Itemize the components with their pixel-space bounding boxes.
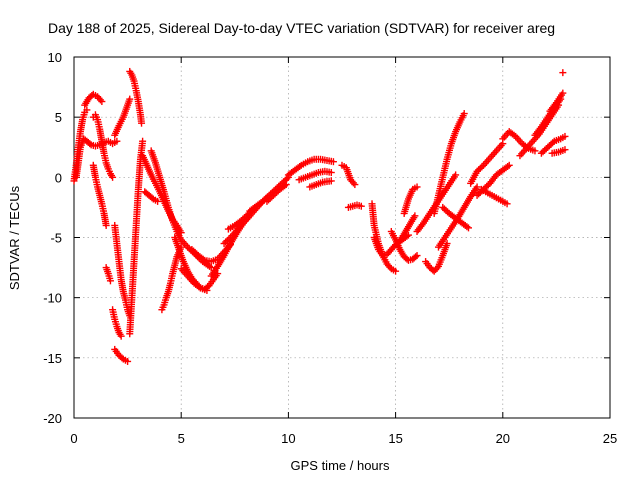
data-point: [349, 179, 357, 187]
data-point: [443, 240, 451, 248]
data-point: [357, 202, 365, 210]
data-point: [98, 98, 106, 106]
y-axis-label: SDTVAR / TECUs: [7, 185, 22, 290]
y-tick-label: 0: [55, 170, 62, 185]
x-tick-label: 5: [178, 431, 185, 446]
data-point: [118, 354, 126, 362]
data-point: [463, 223, 471, 231]
data-point: [327, 169, 335, 177]
data-point: [478, 163, 486, 171]
x-tick-label: 0: [70, 431, 77, 446]
x-tick-label: 15: [388, 431, 402, 446]
data-point: [282, 181, 290, 189]
data-point: [392, 267, 400, 275]
data-points: [70, 67, 569, 365]
x-tick-label: 20: [496, 431, 510, 446]
data-point: [203, 286, 211, 294]
data-point: [561, 132, 569, 140]
data-point: [505, 161, 513, 169]
data-point: [195, 283, 203, 291]
data-point: [452, 171, 460, 179]
data-point: [464, 224, 472, 232]
data-point: [126, 95, 134, 103]
data-point: [138, 119, 146, 127]
y-tick-label: 5: [55, 110, 62, 125]
data-point: [296, 163, 304, 171]
data-point: [124, 357, 132, 365]
data-point: [106, 277, 114, 285]
data-point: [386, 263, 394, 271]
y-tick-label: -20: [43, 411, 62, 426]
data-point: [96, 96, 104, 104]
x-tick-label: 10: [281, 431, 295, 446]
x-axis-label: GPS time / hours: [291, 458, 390, 473]
data-point: [559, 69, 567, 77]
data-point: [225, 235, 233, 243]
data-point: [139, 137, 147, 145]
data-point: [83, 106, 91, 114]
data-point: [351, 181, 359, 189]
data-point: [86, 140, 94, 148]
chart-title: Day 188 of 2025, Sidereal Day-to-day VTE…: [48, 20, 555, 36]
data-point: [281, 182, 289, 190]
data-point: [433, 264, 441, 272]
grid-lines: [74, 57, 610, 418]
data-point: [207, 264, 215, 272]
data-point: [460, 110, 468, 118]
data-point: [327, 177, 335, 185]
data-point: [549, 139, 557, 147]
y-tick-label: -15: [43, 351, 62, 366]
data-point: [109, 173, 117, 181]
axis-ticks: 0 5 10 15 20 25 10 5 0 -5 -10 -15 -20: [43, 50, 617, 446]
y-tick-label: 10: [48, 50, 62, 65]
data-point: [102, 221, 110, 229]
data-point: [154, 197, 162, 205]
data-point: [413, 252, 421, 260]
data-point: [561, 146, 569, 154]
data-point: [329, 158, 337, 166]
data-point: [411, 212, 419, 220]
data-point: [148, 194, 156, 202]
data-point: [199, 255, 207, 263]
data-point: [503, 200, 511, 208]
data-point: [504, 163, 512, 171]
data-point: [412, 253, 420, 261]
data-point: [113, 137, 121, 145]
data-point: [117, 332, 125, 340]
data-point: [413, 183, 421, 191]
data-point: [559, 89, 567, 97]
y-tick-label: -10: [43, 291, 62, 306]
data-point: [473, 183, 481, 191]
x-tick-label: 25: [603, 431, 617, 446]
y-tick-label: -5: [50, 231, 62, 246]
data-point: [531, 147, 539, 155]
